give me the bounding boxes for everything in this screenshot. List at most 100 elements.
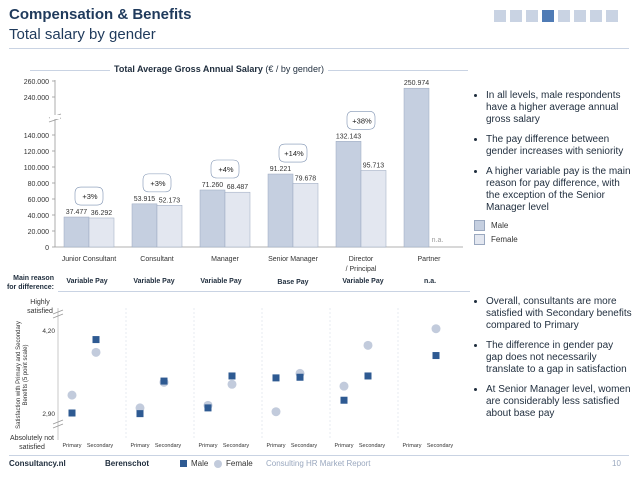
category-label: Partner	[418, 256, 442, 263]
female-marker	[227, 379, 237, 389]
sub-label-secondary: Secondary	[359, 443, 386, 449]
progress-square-active	[542, 10, 554, 22]
progress-square	[510, 10, 522, 22]
y-tick-label: 60.000	[28, 197, 50, 204]
male-marker	[204, 404, 212, 412]
bar-female	[360, 170, 387, 248]
chart-title-main: Total Average Gross Annual Salary	[114, 64, 263, 74]
progress-square	[526, 10, 538, 22]
bar-male	[199, 189, 226, 248]
y-tick-label: 260.000	[24, 79, 49, 86]
difference-label: +3%	[82, 192, 98, 201]
female-marker	[431, 324, 441, 334]
difference-bubble	[278, 143, 308, 163]
not-satisfied-label: Absolutely not satisfied	[10, 435, 54, 451]
male-marker	[228, 372, 236, 380]
y-tick-label: 20.000	[28, 229, 50, 236]
reason-value: Variable Pay	[133, 278, 175, 285]
bar-female	[156, 205, 183, 248]
finding-item: In all levels, male respondents have a h…	[486, 90, 632, 126]
footer-brand: Consultancy.nl	[9, 459, 66, 468]
reason-value: Base Pay	[277, 279, 309, 286]
difference-bubble	[346, 110, 376, 130]
page-title: Compensation & Benefits	[9, 6, 192, 23]
finding-item: Overall, consultants are more satisfied …	[486, 296, 632, 332]
page-number: 10	[612, 459, 621, 468]
axis-break-mark	[52, 419, 64, 429]
header-divider	[9, 48, 629, 49]
female-marker	[67, 390, 77, 400]
bar-label-female: 79.678	[295, 175, 317, 182]
difference-bubble	[210, 159, 240, 179]
reason-divider	[58, 291, 470, 292]
finding-item: A higher variable pay is the main reason…	[486, 166, 632, 214]
sub-label-primary: Primary	[199, 443, 218, 449]
footer-legend-female-label: Female	[226, 459, 253, 468]
legend-swatch-male	[474, 220, 485, 231]
legend-female-label: Female	[491, 235, 518, 244]
progress-squares	[494, 10, 618, 22]
female-marker	[91, 347, 101, 357]
legend-female: Female	[474, 234, 518, 245]
male-marker	[272, 374, 280, 382]
category-label: Junior Consultant	[62, 256, 117, 263]
footer-report-title: Consulting HR Market Report	[266, 459, 371, 468]
sub-label-primary: Primary	[403, 443, 422, 449]
difference-label: +3%	[150, 179, 166, 188]
bar-male	[63, 216, 90, 248]
satisfaction-tick-low: 2,90	[42, 411, 55, 418]
bar-label-male: 250.974	[404, 80, 429, 87]
difference-bubble	[142, 173, 172, 193]
y-tick-label: 40.000	[28, 213, 50, 220]
footer-legend-male-label: Male	[191, 459, 209, 468]
male-marker	[136, 410, 144, 418]
page-subtitle: Total salary by gender	[9, 26, 156, 43]
bar-label-female: 68.487	[227, 184, 249, 191]
bar-label-female: 52.173	[159, 197, 181, 204]
progress-square	[558, 10, 570, 22]
male-marker	[432, 352, 440, 360]
bar-label-male: 71.260	[202, 182, 224, 189]
bar-male	[267, 173, 294, 248]
female-marker-icon	[214, 459, 222, 468]
bar-label-female: 95.713	[363, 162, 385, 169]
female-marker	[271, 407, 281, 417]
difference-label: +4%	[218, 165, 234, 174]
footer-divider	[9, 455, 629, 456]
sub-label-primary: Primary	[335, 443, 354, 449]
progress-square	[590, 10, 602, 22]
bar-female	[224, 191, 251, 248]
finding-item: At Senior Manager level, women are consi…	[486, 384, 632, 420]
bar-female	[88, 217, 115, 248]
bar-label-male: 91.221	[270, 166, 292, 173]
chart-title: Total Average Gross Annual Salary (€ / b…	[110, 64, 328, 74]
bar-male	[403, 87, 430, 248]
y-tick-label: 100.000	[24, 165, 49, 172]
sub-label-secondary: Secondary	[291, 443, 318, 449]
satisfaction-chart: 4,20 2,90 Primary Secondary Primary Secondary…	[42, 308, 453, 449]
category-label: Senior Manager	[268, 256, 318, 263]
y-tick-label: 140.000	[24, 133, 49, 140]
female-marker	[339, 381, 349, 391]
male-marker	[296, 373, 304, 381]
y-tick-label: 0	[45, 245, 49, 252]
difference-label: +14%	[284, 149, 304, 158]
legend-male-label: Male	[491, 221, 509, 230]
category-label: Consultant	[140, 256, 174, 263]
y-tick-label: 120.000	[24, 149, 49, 156]
chart-title-suffix: (€ / by gender)	[265, 64, 324, 74]
bar-male	[131, 203, 158, 248]
highly-satisfied-label: Highly satisfied	[27, 299, 53, 315]
male-marker	[160, 377, 168, 385]
y-tick-label: 80.000	[28, 181, 50, 188]
findings-bottom: Overall, consultants are more satisfied …	[476, 296, 632, 428]
progress-square	[606, 10, 618, 22]
bar-female	[292, 183, 319, 248]
finding-item: The difference in gender pay gap does no…	[486, 340, 632, 376]
axis-break-mark	[52, 309, 64, 319]
reason-value: Variable Pay	[200, 278, 242, 285]
reason-value: Variable Pay	[342, 278, 384, 285]
reason-value: n.a.	[423, 278, 437, 285]
male-marker	[92, 336, 100, 344]
bar-label-male: 37.477	[66, 209, 88, 216]
